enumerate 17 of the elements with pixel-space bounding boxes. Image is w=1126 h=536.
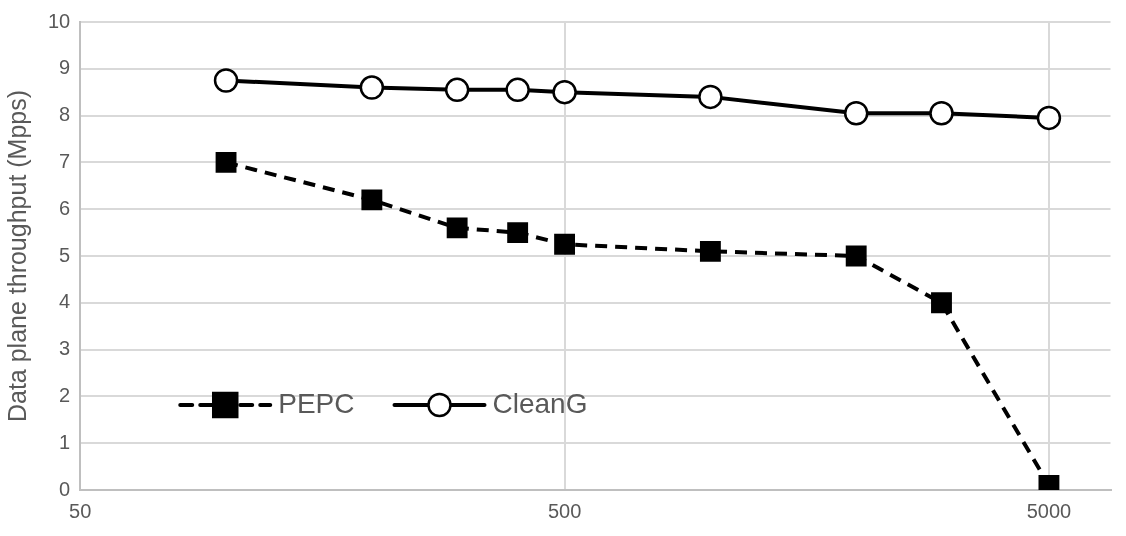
- x-tick-label: 5000: [1026, 499, 1072, 522]
- y-tick-label: 8: [59, 103, 71, 126]
- y-tick-label: 6: [59, 196, 71, 219]
- y-tick-label: 2: [59, 383, 71, 406]
- x-tick-label: 500: [547, 499, 582, 522]
- y-tick-label: 0: [59, 477, 71, 500]
- y-tick-label: 1: [59, 430, 71, 453]
- x-tick-label: 50: [69, 499, 92, 522]
- y-tick-label: 9: [59, 56, 71, 79]
- y-tick-label: 10: [48, 9, 71, 32]
- y-tick-label: 7: [59, 149, 71, 172]
- legend-label: PEPC: [278, 387, 355, 419]
- y-axis-title: Data plane throughput (Mpps): [2, 89, 31, 423]
- y-tick-label: 5: [59, 243, 71, 266]
- y-tick-label: 3: [59, 337, 71, 360]
- legend-label: CleanG: [492, 387, 588, 419]
- y-tick-label: 4: [59, 290, 71, 313]
